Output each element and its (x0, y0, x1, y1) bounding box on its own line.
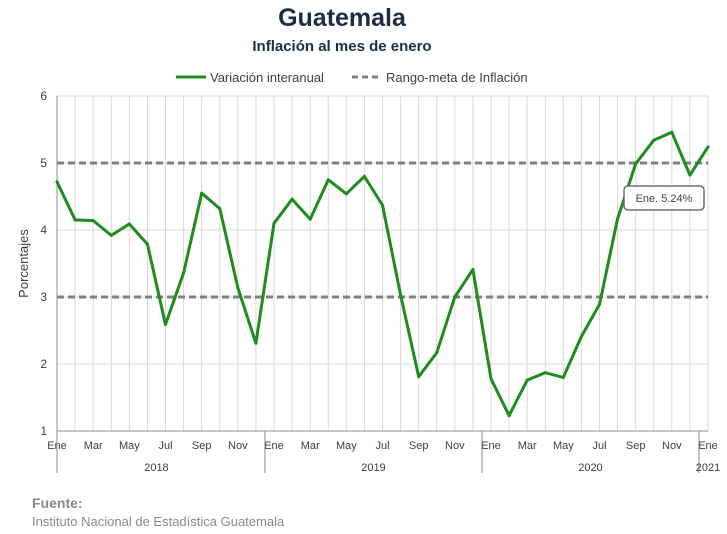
data-point (381, 203, 384, 207)
data-point (598, 302, 601, 306)
y-tick-label: 6 (40, 89, 47, 103)
y-tick-label: 5 (40, 156, 47, 170)
data-point (164, 322, 167, 326)
data-point (670, 130, 674, 134)
x-tick-label: Sep (192, 440, 212, 452)
legend: Variación interanual Rango-meta de Infla… (176, 70, 528, 85)
inflation-line-chart: Variación interanual Rango-meta de Infla… (16, 70, 720, 474)
data-point (272, 221, 276, 225)
data-point (453, 295, 457, 299)
year-label: 2019 (361, 462, 385, 474)
y-axis-label: Porcentajes (16, 229, 31, 298)
x-tick-label: Jul (158, 440, 172, 452)
x-tick-label: Ene (481, 440, 501, 452)
x-tick-label: Mar (84, 440, 103, 452)
data-point (200, 191, 204, 195)
data-point (688, 173, 692, 177)
data-point (236, 286, 240, 290)
x-tick-label: Ene (698, 440, 718, 452)
x-tick-label: Mar (518, 440, 537, 452)
data-point (507, 414, 511, 418)
data-point (706, 145, 710, 149)
y-tick-label: 4 (40, 223, 47, 237)
y-tick-label: 3 (40, 290, 47, 304)
x-tick-label: May (553, 440, 574, 452)
x-tick-label: May (336, 440, 357, 452)
year-label: 2018 (144, 462, 168, 474)
data-point (652, 138, 656, 142)
data-point (290, 197, 294, 201)
data-point (417, 375, 421, 379)
data-point (579, 335, 583, 339)
data-point (254, 341, 258, 345)
data-point (55, 180, 59, 184)
data-point (145, 242, 149, 246)
x-tick-label: Mar (301, 440, 320, 452)
source-label: Fuente: (32, 495, 83, 511)
series (55, 130, 710, 418)
data-point (109, 233, 113, 237)
data-point (91, 219, 95, 223)
data-point (525, 378, 529, 382)
x-tick-label: Nov (662, 440, 682, 452)
data-point (326, 178, 330, 182)
x-tick-label: Jul (375, 440, 389, 452)
grid (56, 95, 709, 432)
x-tick-label: Jul (592, 440, 606, 452)
data-point (73, 218, 77, 222)
x-tick-label: Ene (264, 440, 284, 452)
data-point (435, 351, 439, 355)
chart-subtitle: Inflación al mes de enero (252, 38, 432, 55)
annotation-label: Ene. 5.24% (636, 193, 693, 205)
annotation: Ene. 5.24% (623, 185, 705, 211)
axes: 1 2 3 4 5 6 Porcentajes Ene Mar May Jul Sep Nov Ene Ma… (16, 89, 720, 474)
data-point (543, 371, 547, 375)
source-text: Instituto Nacional de Estadística Guatem… (32, 514, 285, 529)
year-label: 2021 (696, 462, 720, 474)
data-point (561, 375, 565, 379)
x-tick-label: May (119, 440, 140, 452)
data-point (471, 268, 475, 272)
data-point (489, 377, 493, 381)
x-tick-label: Sep (409, 440, 429, 452)
data-point (616, 217, 620, 221)
data-point (362, 174, 366, 178)
target-range (57, 161, 708, 299)
annotation-box (623, 185, 705, 211)
data-point (399, 293, 403, 297)
data-point (634, 162, 638, 166)
y-tick-label: 1 (40, 424, 47, 438)
data-point (308, 217, 312, 221)
data-point (127, 222, 131, 226)
x-tick-label: Sep (626, 440, 646, 452)
x-tick-label: Nov (445, 440, 465, 452)
y-tick-label: 2 (40, 357, 47, 371)
data-point (182, 271, 186, 275)
x-tick-label: Nov (228, 440, 248, 452)
chart-title: Guatemala (278, 4, 406, 32)
legend-series-label: Variación interanual (210, 70, 324, 85)
data-point (218, 207, 222, 211)
legend-target-label: Rango-meta de Inflación (386, 70, 528, 85)
data-point (344, 192, 348, 196)
year-label: 2020 (578, 462, 602, 474)
